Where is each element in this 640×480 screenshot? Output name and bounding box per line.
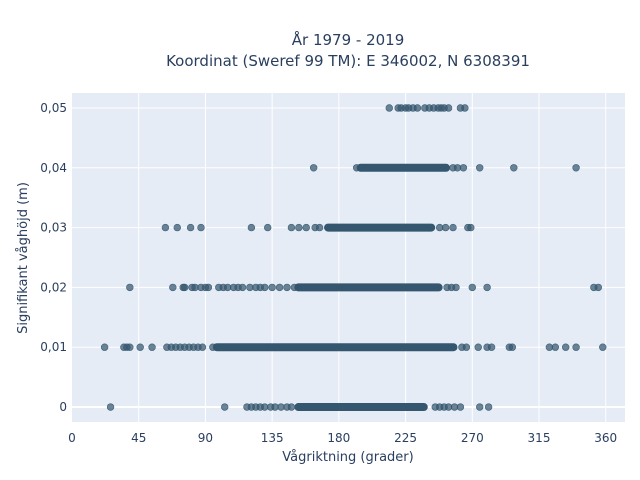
dense-point-band-3 bbox=[324, 223, 436, 232]
data-point bbox=[474, 343, 482, 351]
data-point bbox=[594, 283, 603, 292]
data-point bbox=[275, 283, 284, 292]
x-tick-label: 135 bbox=[261, 431, 284, 445]
data-point bbox=[106, 403, 115, 411]
data-point bbox=[261, 283, 269, 292]
data-point bbox=[352, 164, 361, 172]
data-point bbox=[287, 403, 296, 411]
data-point bbox=[476, 403, 484, 411]
data-point bbox=[287, 223, 296, 232]
data-point bbox=[161, 223, 170, 232]
data-point bbox=[126, 283, 134, 292]
data-point bbox=[173, 223, 181, 232]
data-point bbox=[561, 343, 570, 351]
data-point bbox=[309, 164, 318, 172]
dense-point-band-0 bbox=[294, 403, 428, 412]
x-tick-label: 225 bbox=[394, 431, 417, 445]
x-tick-label: 315 bbox=[528, 431, 551, 445]
x-tick-label: 180 bbox=[327, 431, 350, 445]
dense-point-band-4 bbox=[356, 163, 451, 172]
y-tick-label: 0,01 bbox=[40, 340, 67, 354]
data-point bbox=[268, 283, 276, 292]
y-tick-label: 0,05 bbox=[40, 101, 67, 115]
dense-point-band-1 bbox=[212, 343, 458, 352]
data-point bbox=[413, 104, 422, 112]
x-axis-ticks: 0 45 90 135 180 225 270 315 360 bbox=[68, 431, 617, 445]
data-point bbox=[459, 164, 468, 172]
chart-title-line-2: Koordinat (Sweref 99 TM): E 346002, N 63… bbox=[166, 52, 530, 70]
data-point bbox=[572, 164, 580, 172]
data-point bbox=[510, 164, 518, 172]
data-point bbox=[136, 343, 144, 351]
data-point bbox=[204, 283, 213, 292]
data-points bbox=[100, 104, 607, 412]
data-point bbox=[100, 343, 109, 351]
data-point bbox=[186, 223, 195, 232]
y-tick-label: 0,03 bbox=[40, 221, 67, 235]
data-point bbox=[467, 223, 475, 232]
data-point bbox=[462, 343, 471, 351]
data-point bbox=[221, 403, 229, 411]
x-tick-label: 90 bbox=[198, 431, 213, 445]
y-tick-label: 0 bbox=[59, 400, 67, 414]
data-point bbox=[209, 343, 217, 351]
data-point bbox=[476, 164, 484, 172]
x-tick-label: 270 bbox=[461, 431, 484, 445]
y-axis-ticks: 0 0,01 0,02 0,03 0,04 0,05 bbox=[40, 101, 67, 414]
data-point bbox=[295, 223, 303, 232]
dense-point-band-2 bbox=[294, 283, 443, 292]
data-point bbox=[283, 283, 291, 292]
data-point bbox=[484, 403, 493, 411]
x-tick-label: 45 bbox=[131, 431, 146, 445]
data-point bbox=[468, 283, 476, 292]
plot-area bbox=[72, 93, 625, 422]
data-point bbox=[148, 343, 156, 351]
data-point bbox=[441, 223, 450, 232]
data-point bbox=[247, 223, 256, 232]
data-point bbox=[487, 343, 496, 351]
data-point bbox=[126, 343, 134, 351]
data-point bbox=[444, 104, 453, 112]
data-point bbox=[180, 283, 189, 292]
y-axis-title: Signifikant våghöjd (m) bbox=[16, 182, 31, 334]
data-point bbox=[599, 343, 607, 351]
y-tick-label: 0,02 bbox=[40, 280, 67, 294]
data-point bbox=[483, 283, 491, 292]
data-point bbox=[385, 104, 393, 112]
data-point bbox=[456, 403, 465, 411]
chart-title-line-1: År 1979 - 2019 bbox=[292, 30, 405, 49]
data-point bbox=[315, 223, 324, 232]
data-point bbox=[452, 283, 460, 292]
data-point bbox=[263, 223, 272, 232]
x-tick-label: 360 bbox=[594, 431, 617, 445]
x-axis-title: Vågriktning (grader) bbox=[282, 450, 413, 465]
data-point bbox=[572, 343, 580, 351]
data-point bbox=[197, 223, 205, 232]
y-tick-label: 0,04 bbox=[40, 161, 67, 175]
data-point bbox=[238, 283, 247, 292]
data-point bbox=[302, 223, 310, 232]
data-point bbox=[461, 104, 469, 112]
data-point bbox=[508, 343, 517, 351]
data-point bbox=[198, 343, 207, 351]
data-point bbox=[449, 223, 457, 232]
x-tick-label: 0 bbox=[68, 431, 76, 445]
data-point bbox=[551, 343, 560, 351]
data-point bbox=[169, 283, 177, 292]
data-point bbox=[290, 283, 299, 292]
